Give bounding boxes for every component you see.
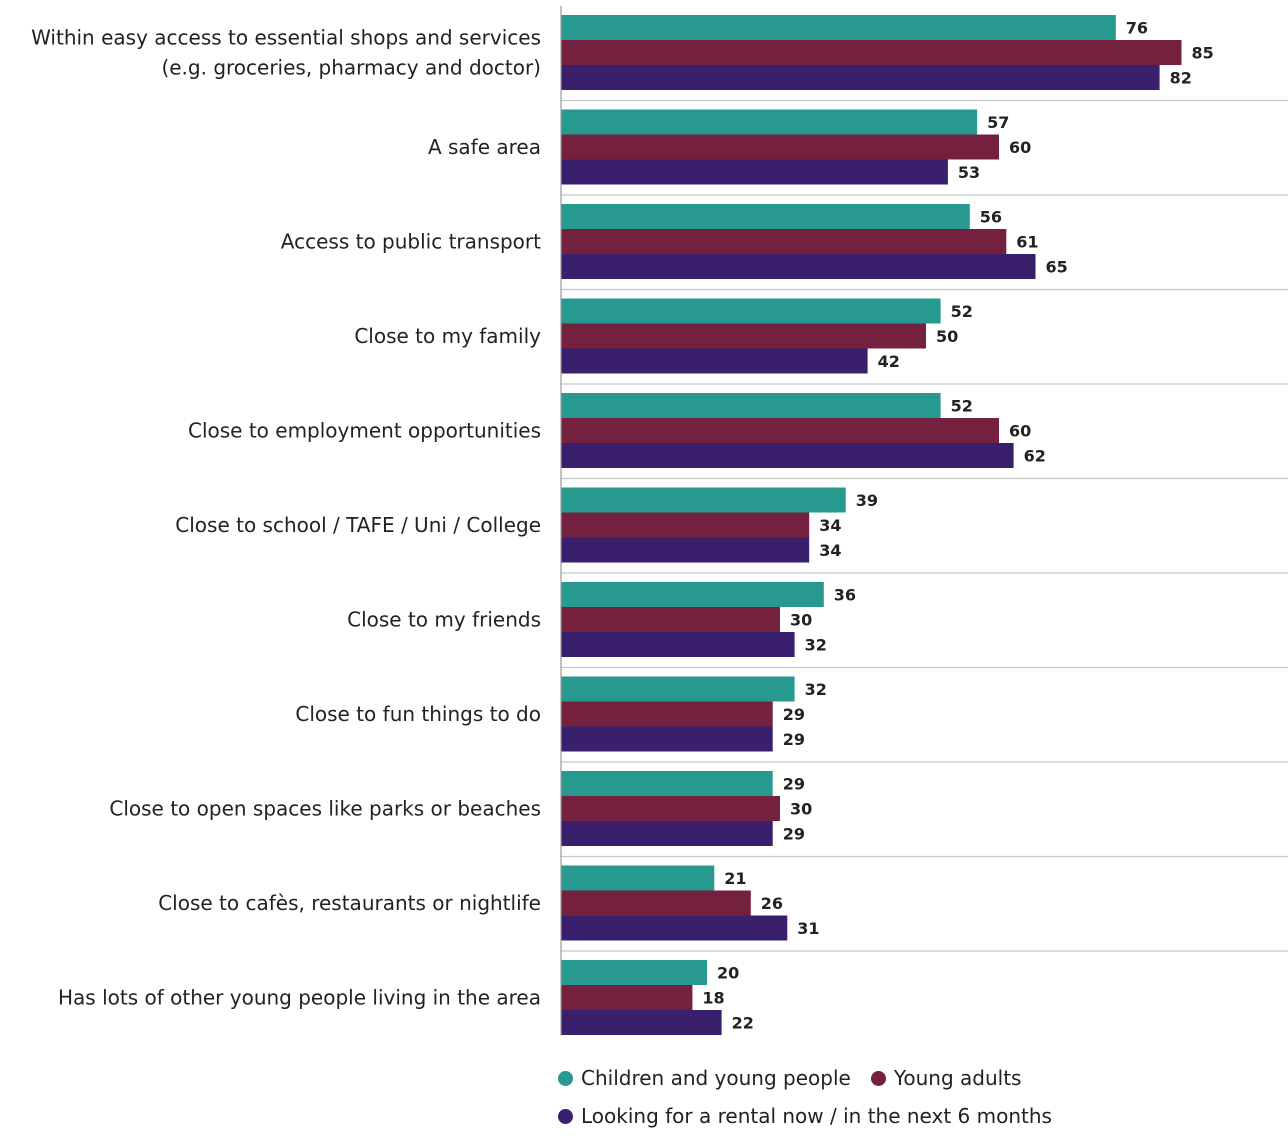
value-label: 34: [819, 541, 841, 560]
value-label: 26: [761, 894, 783, 913]
bar-1-10: [561, 985, 693, 1010]
legend-label-young-adults: Young adults: [893, 1066, 1022, 1090]
bar-0-7: [561, 676, 795, 702]
value-label: 50: [936, 327, 958, 346]
category-label: Close to my family: [354, 324, 541, 348]
value-label: 57: [987, 113, 1009, 132]
category-label: Close to school / TAFE / Uni / College: [175, 513, 541, 537]
bar-0-8: [561, 771, 773, 796]
category-label: Close to open spaces like parks or beach…: [109, 797, 541, 821]
bar-0-9: [561, 865, 715, 891]
bar-0-3: [561, 298, 941, 324]
bar-1-8: [561, 796, 780, 821]
chart-legend: Children and young people Young adults L…: [558, 1062, 1278, 1138]
value-label: 22: [732, 1014, 754, 1033]
bar-1-3: [561, 323, 926, 349]
value-label: 29: [783, 705, 805, 724]
bar-2-5: [561, 537, 810, 563]
bar-1-4: [561, 418, 999, 443]
value-label: 52: [951, 397, 973, 416]
legend-item-children: Children and young people: [558, 1066, 851, 1090]
value-label: 42: [878, 352, 900, 371]
bar-0-6: [561, 582, 824, 607]
legend-row-1: Children and young people Young adults: [558, 1062, 1278, 1094]
bar-1-9: [561, 890, 751, 916]
category-label: Close to cafès, restaurants or nightlife: [158, 891, 541, 915]
value-label: 32: [805, 636, 827, 655]
bar-0-1: [561, 109, 978, 135]
bar-0-5: [561, 487, 846, 513]
value-label: 39: [856, 491, 878, 510]
bar-2-6: [561, 632, 795, 657]
bar-0-2: [561, 204, 970, 229]
value-label: 31: [797, 919, 819, 938]
value-label: 29: [783, 825, 805, 844]
category-label: Access to public transport: [281, 230, 541, 254]
category-label: A safe area: [428, 135, 541, 159]
value-label: 21: [724, 869, 746, 888]
category-label: (e.g. groceries, pharmacy and doctor): [161, 56, 541, 80]
bar-2-9: [561, 915, 788, 941]
legend-swatch-rental: [558, 1108, 573, 1124]
legend-swatch-children: [558, 1070, 573, 1086]
category-label: Within easy access to essential shops an…: [31, 26, 541, 50]
bar-1-6: [561, 607, 780, 632]
bar-2-3: [561, 348, 868, 374]
bar-1-5: [561, 512, 810, 538]
value-label: 18: [702, 989, 724, 1008]
legend-row-2: Looking for a rental now / in the next 6…: [558, 1100, 1278, 1132]
value-label: 53: [958, 163, 980, 182]
category-label: Has lots of other young people living in…: [58, 986, 541, 1010]
bar-0-4: [561, 393, 941, 418]
bar-2-2: [561, 254, 1036, 279]
category-label: Close to my friends: [347, 608, 541, 632]
value-label: 76: [1126, 19, 1148, 38]
value-label: 60: [1009, 138, 1031, 157]
bar-2-8: [561, 821, 773, 846]
value-label: 85: [1192, 44, 1214, 63]
bar-2-4: [561, 443, 1014, 468]
value-label: 56: [980, 208, 1002, 227]
bar-2-0: [561, 65, 1160, 90]
value-label: 60: [1009, 422, 1031, 441]
value-label: 30: [790, 611, 812, 630]
category-label: Close to employment opportunities: [188, 419, 541, 443]
category-label: Close to fun things to do: [295, 702, 541, 726]
legend-label-children: Children and young people: [581, 1066, 851, 1090]
bar-1-7: [561, 701, 773, 727]
legend-item-rental: Looking for a rental now / in the next 6…: [558, 1104, 1052, 1128]
value-label: 82: [1170, 69, 1192, 88]
value-label: 52: [951, 302, 973, 321]
legend-swatch-young-adults: [870, 1070, 886, 1086]
value-label: 29: [783, 775, 805, 794]
bar-1-2: [561, 229, 1007, 254]
value-label: 30: [790, 800, 812, 819]
value-label: 62: [1024, 447, 1046, 466]
bar-2-1: [561, 159, 948, 185]
bar-1-0: [561, 40, 1182, 65]
value-label: 32: [805, 680, 827, 699]
bar-2-7: [561, 726, 773, 752]
bar-0-10: [561, 960, 707, 985]
bar-1-1: [561, 134, 999, 160]
legend-label-rental: Looking for a rental now / in the next 6…: [581, 1104, 1052, 1128]
bar-0-0: [561, 15, 1116, 40]
value-label: 36: [834, 586, 856, 605]
value-label: 20: [717, 964, 739, 983]
value-label: 34: [819, 516, 841, 535]
value-label: 29: [783, 730, 805, 749]
value-label: 65: [1046, 258, 1068, 277]
value-label: 61: [1016, 233, 1038, 252]
legend-item-young-adults: Young adults: [870, 1066, 1022, 1090]
bar-2-10: [561, 1010, 722, 1035]
